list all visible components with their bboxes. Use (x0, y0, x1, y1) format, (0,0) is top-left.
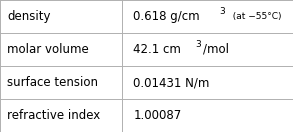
Text: 42.1 cm: 42.1 cm (133, 43, 181, 56)
Text: 3: 3 (195, 40, 201, 49)
Text: surface tension: surface tension (7, 76, 98, 89)
Text: (at −55°C): (at −55°C) (227, 12, 281, 21)
Text: 3: 3 (219, 7, 225, 16)
Text: 0.01431 N/m: 0.01431 N/m (133, 76, 210, 89)
Text: density: density (7, 10, 51, 23)
Text: 0.618 g/cm: 0.618 g/cm (133, 10, 200, 23)
Text: refractive index: refractive index (7, 109, 100, 122)
Text: 1.00087: 1.00087 (133, 109, 182, 122)
Text: molar volume: molar volume (7, 43, 89, 56)
Text: /mol: /mol (202, 43, 229, 56)
